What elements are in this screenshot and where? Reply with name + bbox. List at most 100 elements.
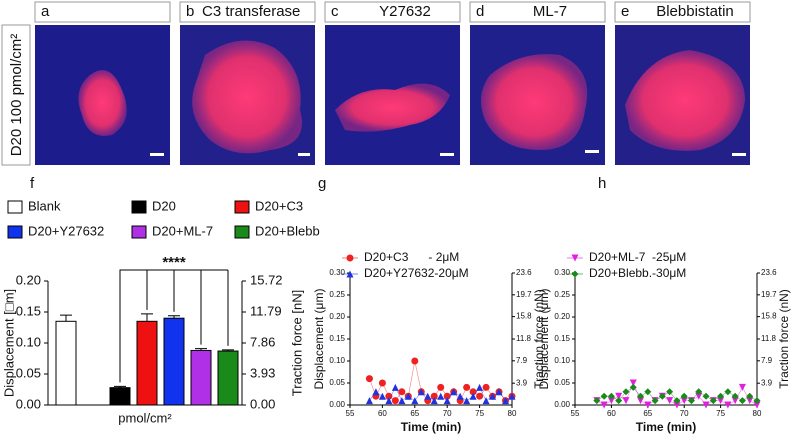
panel-letter: b bbox=[186, 3, 194, 20]
panel-label-box bbox=[614, 1, 751, 23]
legend-marker bbox=[571, 270, 579, 278]
point bbox=[391, 397, 399, 405]
point bbox=[482, 383, 490, 391]
point bbox=[476, 392, 484, 400]
legend-swatch bbox=[234, 200, 250, 214]
point bbox=[417, 388, 425, 396]
point bbox=[666, 388, 674, 396]
legend-swatch bbox=[131, 200, 147, 214]
point bbox=[702, 401, 710, 409]
point bbox=[666, 397, 674, 405]
point bbox=[600, 401, 608, 409]
point bbox=[378, 392, 386, 400]
point bbox=[489, 392, 497, 400]
point bbox=[651, 397, 659, 405]
point bbox=[702, 392, 710, 400]
y2-tick-label: 3.9 bbox=[761, 378, 773, 387]
y2-tick-label: 19.7 bbox=[761, 290, 777, 299]
y-axis-label: Displacement [□m] bbox=[1, 289, 16, 397]
y-tick-label: 0.00 bbox=[329, 400, 345, 409]
panel-letter: h bbox=[598, 175, 606, 192]
legend-marker bbox=[571, 254, 579, 262]
point bbox=[658, 392, 666, 400]
point bbox=[673, 397, 681, 405]
y-tick-label: 0.20 bbox=[554, 312, 570, 321]
point bbox=[430, 392, 438, 400]
point bbox=[404, 392, 412, 400]
point bbox=[607, 392, 615, 400]
point bbox=[365, 397, 373, 405]
cell bbox=[625, 50, 745, 151]
point bbox=[508, 392, 516, 400]
point bbox=[463, 383, 471, 391]
y-tick-label: 0.25 bbox=[554, 290, 570, 299]
x-tick-label: 80 bbox=[508, 409, 517, 418]
point bbox=[443, 397, 451, 405]
point bbox=[437, 392, 445, 400]
y-tick-label: 0.05 bbox=[16, 365, 41, 380]
legend-label: D20+C3 bbox=[255, 198, 303, 213]
x-tick-label: 60 bbox=[607, 409, 616, 418]
point bbox=[644, 401, 652, 409]
point bbox=[709, 397, 717, 405]
point bbox=[746, 392, 754, 400]
y-tick-label: 0.00 bbox=[554, 400, 570, 409]
point bbox=[430, 397, 438, 405]
point bbox=[391, 383, 399, 391]
x-axis-label: pmol/cm² bbox=[118, 410, 172, 425]
x-tick-label: 55 bbox=[571, 409, 580, 418]
y-tick-label: 0.10 bbox=[329, 356, 345, 365]
point bbox=[469, 392, 477, 400]
bar bbox=[163, 317, 185, 406]
panel-title: C3 transferase bbox=[202, 3, 300, 20]
point bbox=[495, 388, 503, 396]
point bbox=[600, 392, 608, 400]
point bbox=[385, 392, 393, 400]
panel-letter: e bbox=[621, 3, 629, 20]
bar bbox=[55, 320, 77, 406]
y-tick-label: 0.05 bbox=[329, 378, 345, 387]
y2-tick-label: 3.9 bbox=[516, 378, 528, 387]
panel-letter: d bbox=[476, 3, 484, 20]
y2-tick-label: 3.93 bbox=[250, 365, 275, 380]
legend-label: D20+ML-7 -25μM bbox=[589, 250, 686, 264]
point bbox=[680, 397, 688, 405]
y-tick-label: 0.30 bbox=[554, 268, 570, 277]
y2-tick-label: 0.00 bbox=[250, 396, 275, 411]
y2-axis-label: Traction force [nN] bbox=[289, 290, 304, 396]
axes bbox=[574, 273, 758, 406]
y-tick-label: 0.30 bbox=[329, 268, 345, 277]
x-tick-label: 65 bbox=[643, 409, 652, 418]
point bbox=[637, 397, 645, 405]
point bbox=[450, 388, 458, 396]
point bbox=[372, 388, 380, 396]
point bbox=[463, 397, 471, 405]
point bbox=[482, 397, 490, 405]
point bbox=[687, 397, 695, 405]
annotation: **** bbox=[162, 254, 186, 271]
point bbox=[385, 397, 393, 405]
point bbox=[717, 392, 725, 400]
y2-tick-label: 7.86 bbox=[250, 334, 275, 349]
legend-marker bbox=[346, 254, 354, 262]
error-bar bbox=[141, 313, 153, 322]
point bbox=[615, 392, 623, 400]
y2-axis-label: Traction force (nN) bbox=[777, 289, 791, 389]
point bbox=[476, 383, 484, 391]
bar bbox=[136, 320, 158, 406]
point bbox=[637, 392, 645, 400]
legend-label: D20 bbox=[152, 198, 176, 213]
bar bbox=[190, 349, 212, 406]
point bbox=[746, 397, 754, 405]
y-tick-label: 0.25 bbox=[329, 290, 345, 299]
y-axis-label: Displacement (μm) bbox=[537, 289, 551, 390]
legend-swatch bbox=[7, 200, 23, 214]
panel-letter: c bbox=[331, 3, 339, 20]
point bbox=[738, 383, 746, 391]
error-bar bbox=[114, 385, 126, 388]
point bbox=[724, 388, 732, 396]
legend-marker bbox=[346, 270, 354, 278]
point bbox=[411, 397, 419, 405]
point bbox=[622, 397, 630, 405]
